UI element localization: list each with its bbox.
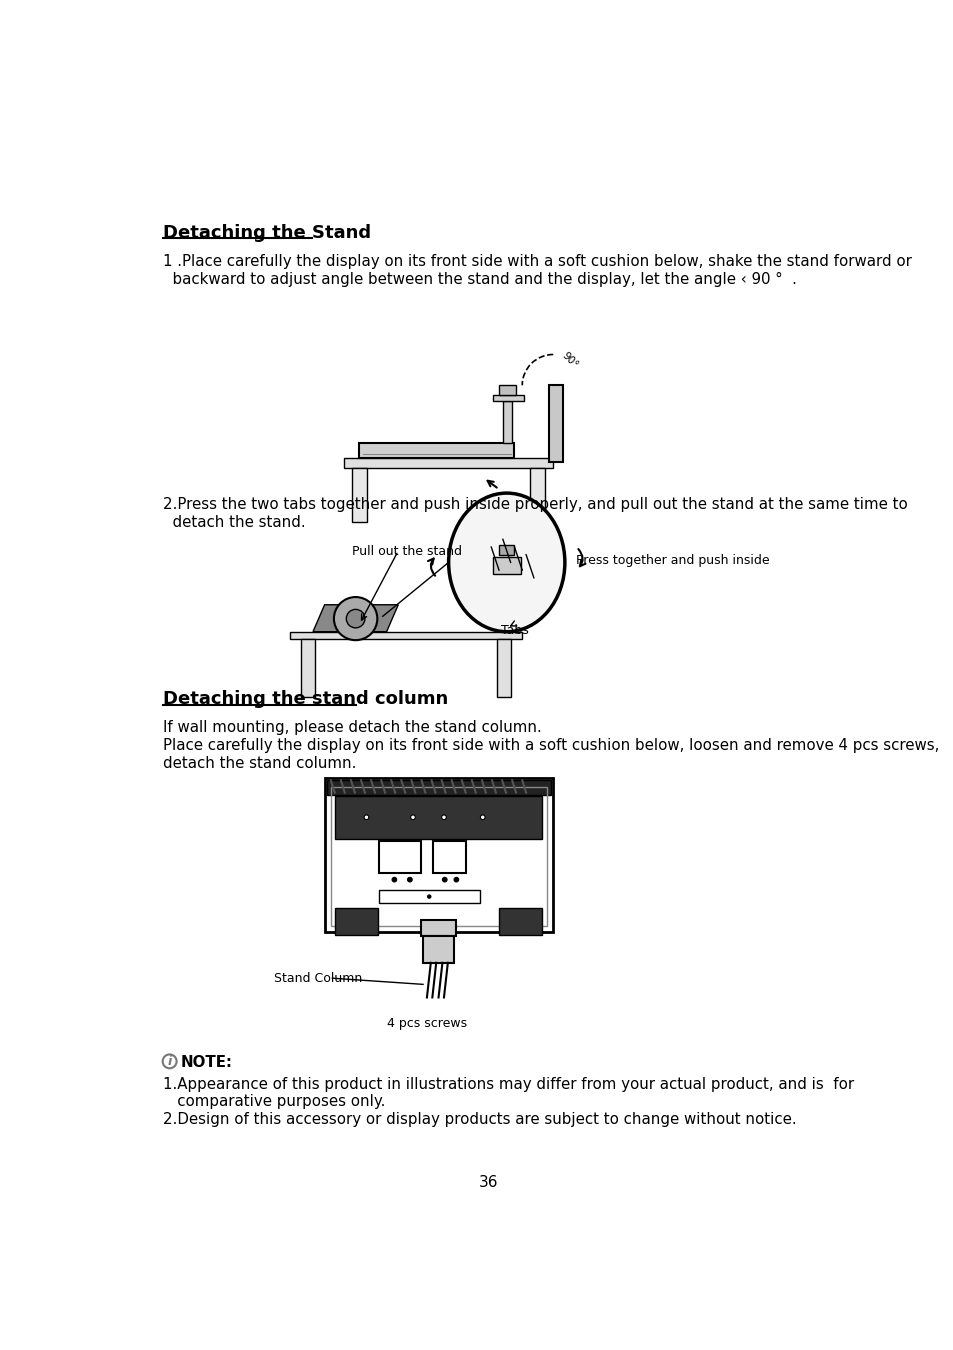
- Bar: [331, 787, 546, 926]
- Bar: [422, 936, 454, 963]
- Text: 1 .Place carefully the display on its front side with a soft cushion below, shak: 1 .Place carefully the display on its fr…: [163, 254, 911, 270]
- Text: Press together and push inside: Press together and push inside: [576, 555, 769, 567]
- Bar: [549, 385, 562, 462]
- Bar: [493, 394, 523, 401]
- Circle shape: [346, 609, 365, 628]
- Bar: [498, 909, 541, 936]
- Text: i: i: [168, 1054, 172, 1068]
- Bar: [344, 459, 553, 467]
- Polygon shape: [313, 605, 397, 632]
- Text: comparative purposes only.: comparative purposes only.: [163, 1095, 385, 1110]
- Bar: [352, 467, 367, 521]
- Bar: [327, 779, 550, 795]
- Bar: [324, 778, 553, 931]
- Text: Tabs: Tabs: [500, 624, 528, 637]
- Text: detach the stand.: detach the stand.: [163, 514, 306, 529]
- Text: Detaching the stand column: Detaching the stand column: [163, 690, 448, 709]
- Text: 4 pcs screws: 4 pcs screws: [387, 1017, 467, 1030]
- Circle shape: [410, 815, 415, 819]
- Circle shape: [162, 1054, 176, 1068]
- Bar: [378, 841, 421, 873]
- Bar: [301, 640, 315, 697]
- Circle shape: [442, 878, 447, 882]
- Bar: [530, 467, 545, 521]
- Text: 2.Press the two tabs together and push inside properly, and pull out the stand a: 2.Press the two tabs together and push i…: [163, 497, 907, 512]
- Text: Place carefully the display on its front side with a soft cushion below, loosen : Place carefully the display on its front…: [163, 738, 939, 753]
- Text: backward to adjust angle between the stand and the display, let the angle ‹ 90 °: backward to adjust angle between the sta…: [163, 273, 797, 288]
- Text: If wall mounting, please detach the stand column.: If wall mounting, please detach the stan…: [163, 721, 541, 736]
- Text: 1.Appearance of this product in illustrations may differ from your actual produc: 1.Appearance of this product in illustra…: [163, 1077, 854, 1092]
- Circle shape: [392, 878, 396, 882]
- Bar: [497, 640, 510, 697]
- Bar: [290, 632, 521, 640]
- Text: 2.Design of this accessory or display products are subject to change without not: 2.Design of this accessory or display pr…: [163, 1112, 796, 1127]
- Circle shape: [441, 815, 446, 819]
- Circle shape: [480, 815, 484, 819]
- Circle shape: [364, 815, 369, 819]
- Text: NOTE:: NOTE:: [180, 1056, 233, 1071]
- Bar: [493, 558, 520, 574]
- Circle shape: [334, 597, 377, 640]
- Bar: [502, 401, 512, 443]
- Bar: [378, 891, 479, 903]
- Text: 90°: 90°: [559, 351, 579, 371]
- Bar: [433, 841, 465, 873]
- Text: detach the stand column.: detach the stand column.: [163, 756, 356, 771]
- Bar: [335, 909, 377, 936]
- Bar: [421, 921, 456, 936]
- Text: Detaching the Stand: Detaching the Stand: [163, 224, 371, 242]
- Text: 36: 36: [478, 1174, 498, 1189]
- Text: Stand Column: Stand Column: [274, 972, 362, 984]
- Bar: [498, 385, 516, 394]
- Bar: [498, 545, 514, 555]
- Circle shape: [427, 895, 431, 898]
- Text: Pull out the stand: Pull out the stand: [352, 545, 461, 559]
- Bar: [335, 796, 542, 838]
- Circle shape: [407, 878, 412, 882]
- Ellipse shape: [448, 493, 564, 632]
- Circle shape: [454, 878, 458, 882]
- Bar: [359, 443, 514, 459]
